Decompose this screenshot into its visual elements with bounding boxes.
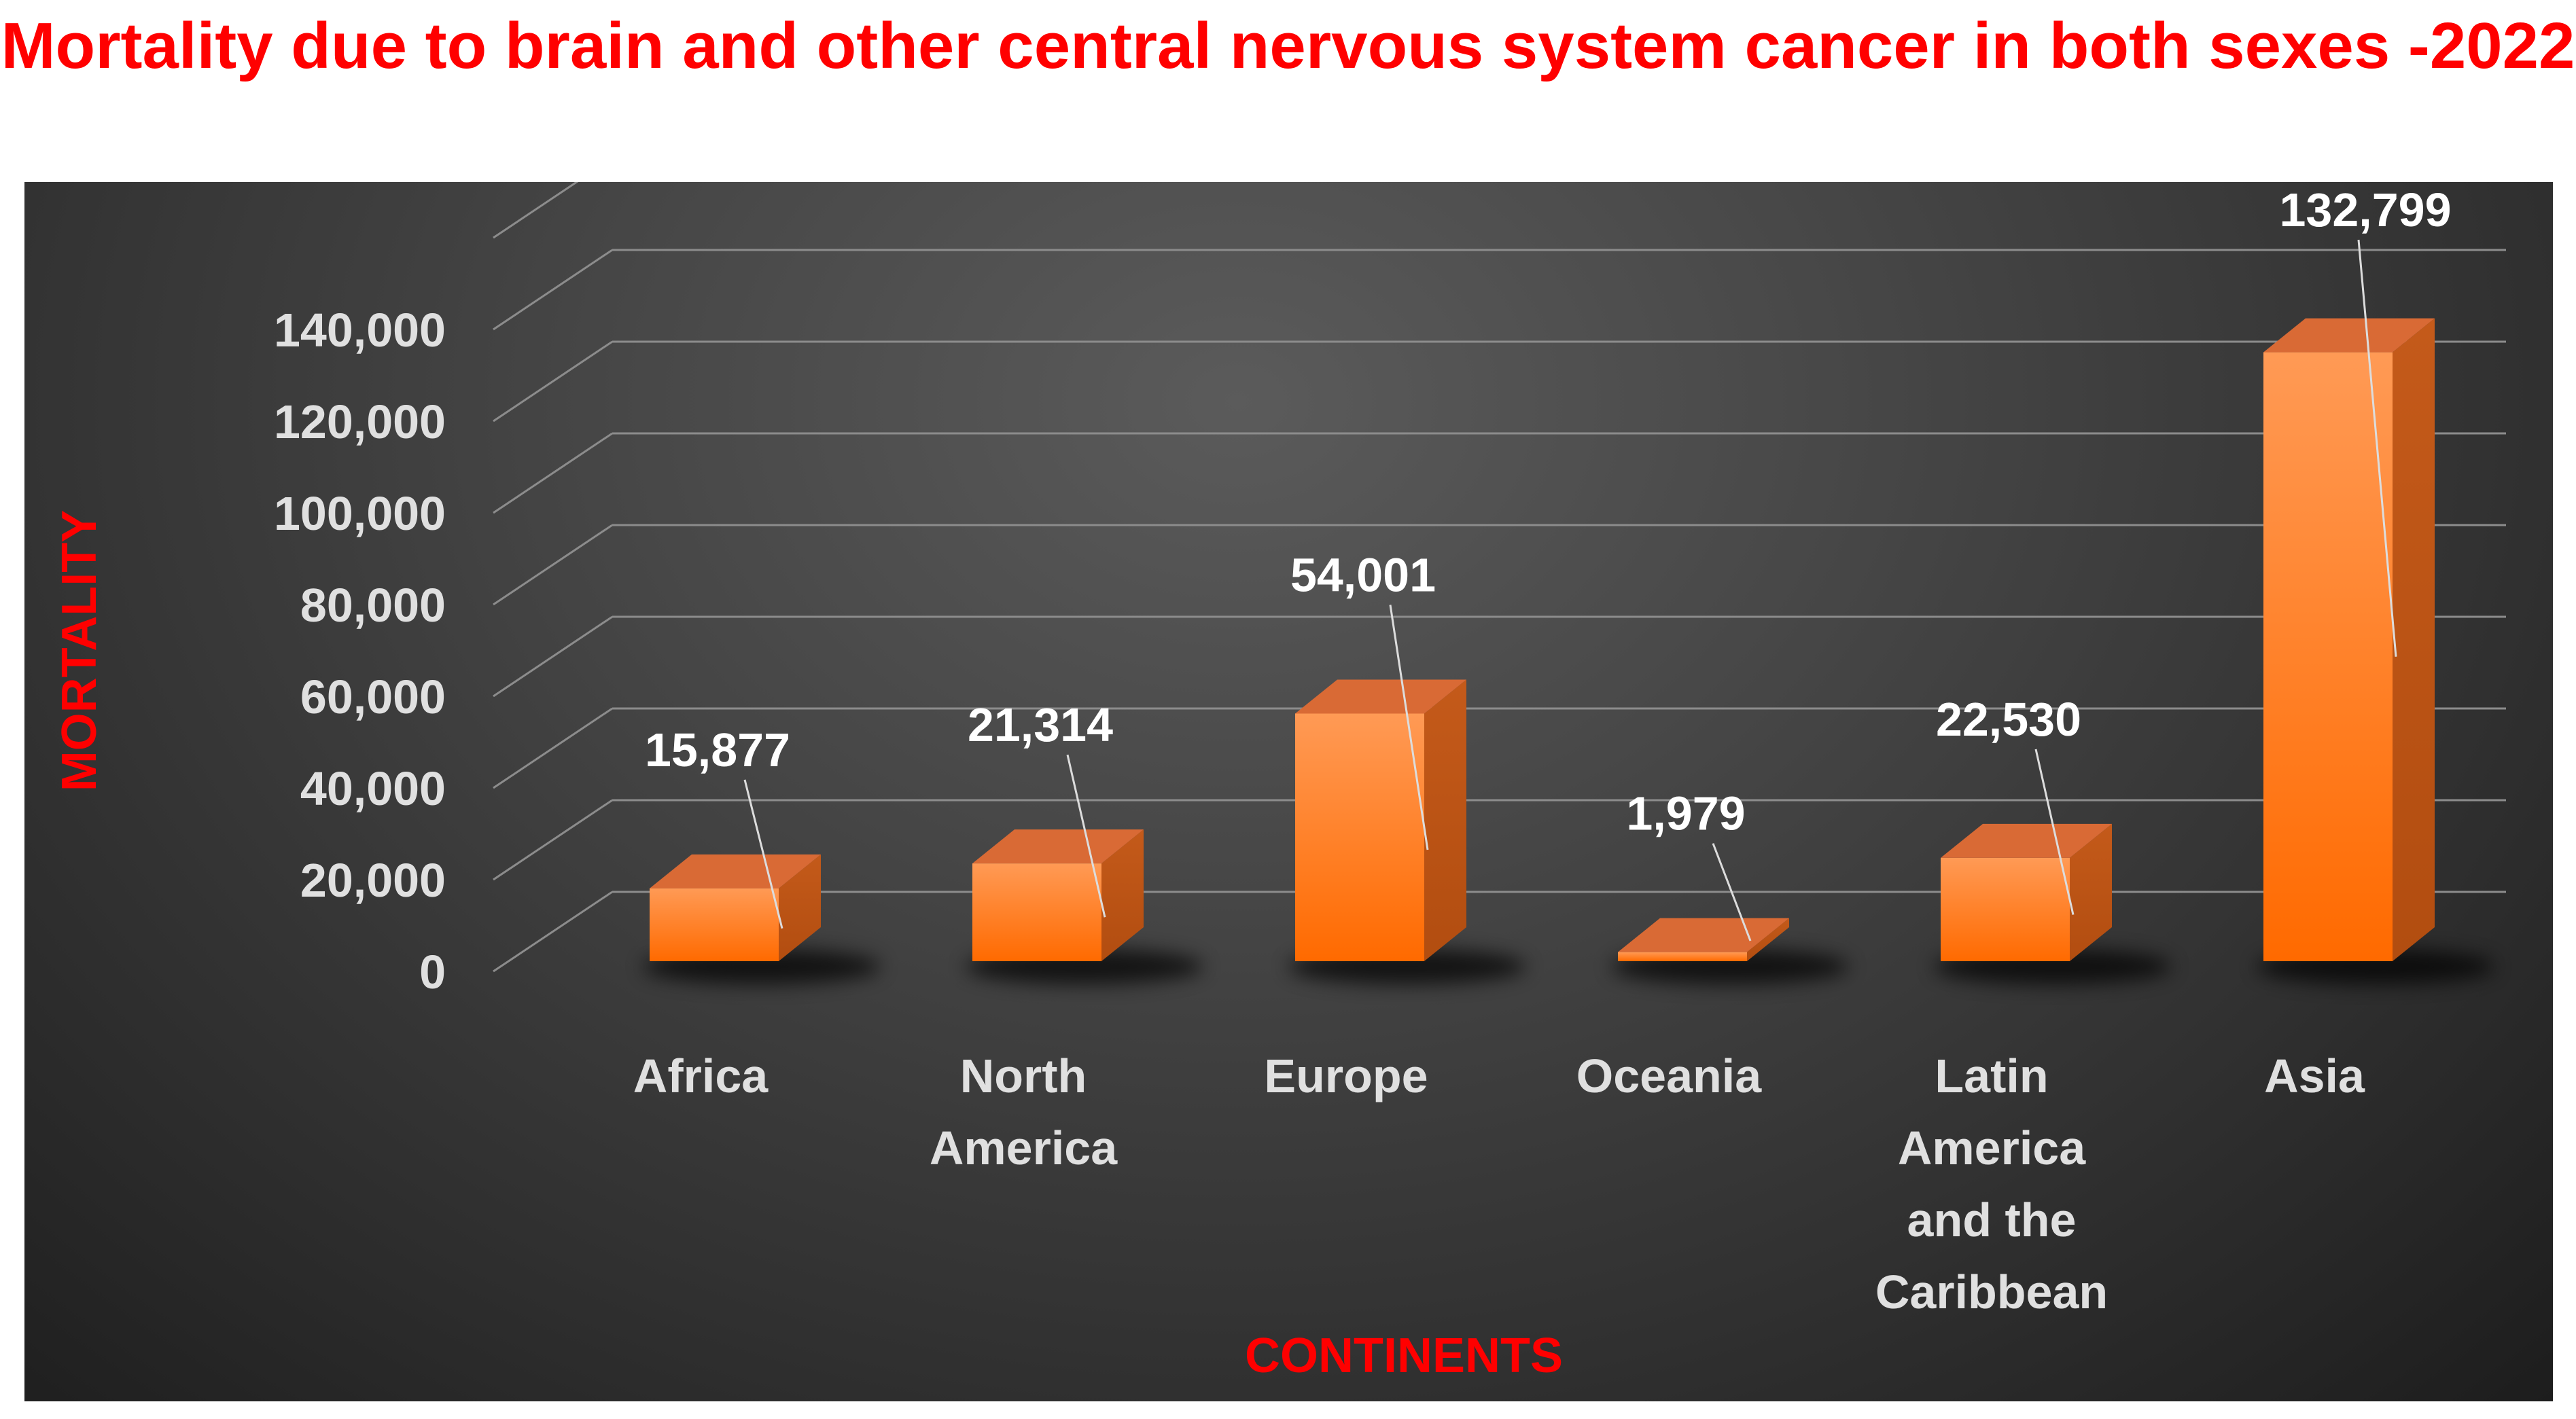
bar-top xyxy=(972,829,1144,864)
gridline-diagonal xyxy=(493,891,613,973)
data-label-leader xyxy=(2357,239,2397,657)
gridline-diagonal xyxy=(493,799,613,881)
gridline-diagonal xyxy=(493,182,579,239)
y-tick-label: 140,000 xyxy=(274,304,446,357)
bar xyxy=(650,888,779,961)
y-tick-label: 120,000 xyxy=(274,395,446,448)
y-tick-label: 60,000 xyxy=(300,670,446,723)
data-label-leader xyxy=(1712,843,1752,941)
bar-side xyxy=(1101,829,1144,961)
bar-side xyxy=(1424,679,1466,961)
y-tick-label: 40,000 xyxy=(300,762,446,815)
x-category-label: Europe xyxy=(1264,1049,1428,1102)
data-label: 22,530 xyxy=(1936,693,2081,746)
data-label-leader xyxy=(1066,754,1106,918)
y-tick-label: 0 xyxy=(419,946,446,999)
y-tick-label: 20,000 xyxy=(300,854,446,907)
data-label-leader xyxy=(1389,605,1429,850)
bar-top xyxy=(1941,823,2112,858)
bar xyxy=(972,863,1101,961)
bar xyxy=(1941,857,2070,961)
x-category-label: Latin xyxy=(1935,1049,2048,1102)
data-label: 15,877 xyxy=(645,723,790,776)
gridline-diagonal xyxy=(493,432,613,514)
x-category-label: North xyxy=(960,1049,1087,1102)
data-label-leader xyxy=(743,779,783,929)
x-axis-title: CONTINENTS xyxy=(1245,1329,1563,1383)
data-label: 21,314 xyxy=(968,698,1113,751)
gridline-diagonal xyxy=(493,524,613,606)
x-category-label: and the xyxy=(1907,1193,2077,1246)
bar xyxy=(1295,713,1424,961)
bar-top xyxy=(1618,918,1789,952)
bar-top xyxy=(1295,679,1466,714)
y-tick-label: 80,000 xyxy=(300,579,446,632)
chart-title: Mortality due to brain and other central… xyxy=(1,10,2575,82)
bar-side xyxy=(2070,823,2112,961)
data-label: 1,979 xyxy=(1626,787,1745,840)
x-category-label: Caribbean xyxy=(1875,1265,2108,1318)
x-category-label: Oceania xyxy=(1576,1049,1762,1102)
gridline-diagonal xyxy=(493,615,613,698)
bar-chart: 0 20,000 40,000 60,000 80,000 100,000 120,000 1… xyxy=(52,182,2506,1383)
x-category-label: Asia xyxy=(2264,1049,2365,1102)
bar xyxy=(2263,352,2393,961)
data-label-leader xyxy=(2034,749,2075,915)
gridline-diagonal xyxy=(493,249,613,331)
bar-top xyxy=(2263,318,2435,353)
x-category-label: America xyxy=(930,1121,1118,1174)
bar xyxy=(1618,952,1747,961)
y-tick-label: 100,000 xyxy=(274,487,446,540)
bar-side xyxy=(779,854,821,961)
gridline-diagonal xyxy=(493,340,613,423)
x-category-label: America xyxy=(1898,1121,2086,1174)
bar-side xyxy=(2393,318,2435,961)
data-label: 54,001 xyxy=(1290,548,1436,601)
x-category-label: Africa xyxy=(633,1049,769,1102)
bar-side xyxy=(1747,918,1789,961)
gridline-diagonal xyxy=(493,707,613,789)
data-label: 132,799 xyxy=(2279,183,2451,236)
plot-area: 0 20,000 40,000 60,000 80,000 100,000 120,000 1… xyxy=(24,182,2553,1401)
bar-top xyxy=(650,854,821,888)
y-axis-title: MORTALITY xyxy=(52,510,107,792)
